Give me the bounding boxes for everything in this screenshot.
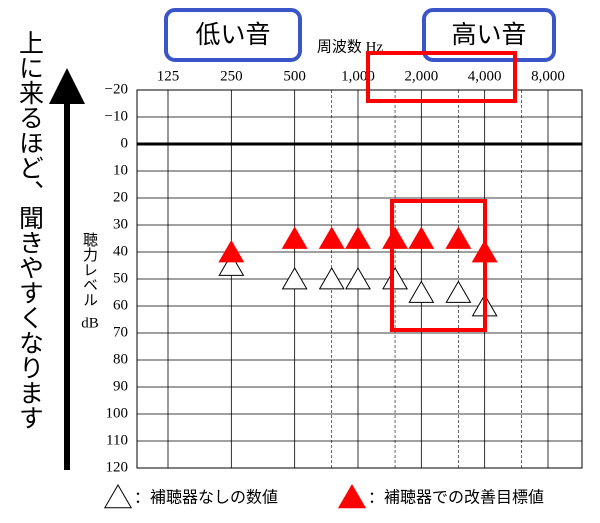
highlight-box (366, 51, 517, 103)
y-tick-label: 60 (113, 297, 128, 313)
marker (281, 267, 308, 290)
marker (281, 226, 308, 249)
y-tick-label: 80 (113, 351, 128, 367)
marker (408, 280, 435, 303)
y-tick-label: −20 (105, 81, 128, 97)
y-tick-label: 120 (106, 459, 129, 475)
legend-marker (103, 484, 133, 509)
legend-marker (337, 484, 367, 509)
high-box-label: 高い音 (451, 20, 526, 49)
x-tick-label: 125 (157, 68, 180, 84)
marker (218, 240, 245, 263)
marker (445, 226, 472, 249)
y-tick-label: 40 (113, 243, 128, 259)
marker (318, 226, 345, 249)
marker (318, 267, 345, 290)
highlight-box (390, 199, 487, 332)
legend: ：補聴器なしの数値 ：補聴器での改善目標値 (103, 484, 544, 509)
marker (382, 226, 409, 249)
legend-label: ：補聴器なしの数値 (134, 488, 278, 507)
y-tick-label: −10 (105, 108, 128, 124)
y-tick-label: 30 (113, 216, 128, 232)
y-tick-label: 90 (113, 378, 128, 394)
y-axis-unit: dB (81, 315, 99, 331)
marker (345, 267, 371, 290)
x-tick-label: 2,000 (404, 68, 438, 84)
marker (382, 267, 409, 290)
y-tick-label: 50 (113, 270, 128, 286)
marker (445, 280, 472, 303)
y-tick-label: 110 (106, 432, 128, 448)
y-tick-label: 100 (106, 405, 129, 421)
high-box (422, 8, 556, 62)
low-box (164, 8, 302, 62)
marker (218, 253, 245, 276)
y-axis-title: 聴力レベル (81, 232, 99, 307)
y-tick-label: 20 (113, 189, 128, 205)
y-tick-label: 70 (113, 324, 128, 340)
x-tick-label: 4,000 (468, 68, 502, 84)
plot: −20 −10 0 10 20 30 40 50 60 70 80 90 100 110 120 125 250… (105, 68, 583, 475)
y-tick-label: 10 (113, 162, 128, 178)
x-tick-label: 8,000 (531, 68, 565, 84)
legend-label: ：補聴器での改善目標値 (368, 488, 544, 507)
x-tick-label: 500 (283, 68, 306, 84)
marker (345, 226, 371, 249)
marker (408, 226, 435, 249)
y-tick-label: 0 (121, 135, 129, 151)
low-box-label: 低い音 (195, 20, 270, 49)
side-caption: 上に来るほど、聞きやすくなります (16, 30, 45, 430)
x-tick-label: 250 (220, 68, 243, 84)
